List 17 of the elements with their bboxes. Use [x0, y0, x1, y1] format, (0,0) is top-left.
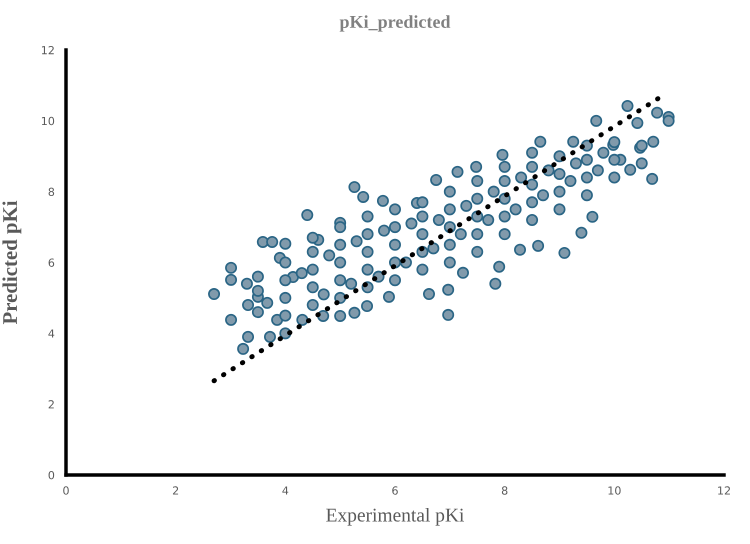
x-tick-label: 12 — [718, 486, 730, 495]
x-tick-label: 4 — [282, 486, 288, 495]
chart-title: pKi_predicted — [340, 15, 450, 32]
x-tick-label: 6 — [392, 486, 398, 495]
y-tick-label: 10 — [42, 116, 54, 126]
x-tick-label: 8 — [502, 486, 508, 495]
x-tick-label: 2 — [172, 486, 178, 495]
y-tick-label: 12 — [42, 46, 54, 54]
x-tick-label: 0 — [63, 486, 69, 495]
y-tick-label: 6 — [48, 258, 54, 267]
y-tick-label: 2 — [48, 400, 54, 408]
x-axis-title: Experimental pKi — [326, 508, 464, 526]
y-axis-title: Predicted pKi — [2, 200, 22, 324]
y-tick-label: 0 — [48, 470, 54, 480]
x-tick-label: 10 — [608, 486, 621, 495]
y-tick-label: 8 — [48, 188, 54, 196]
y-tick-label: 4 — [48, 329, 54, 338]
